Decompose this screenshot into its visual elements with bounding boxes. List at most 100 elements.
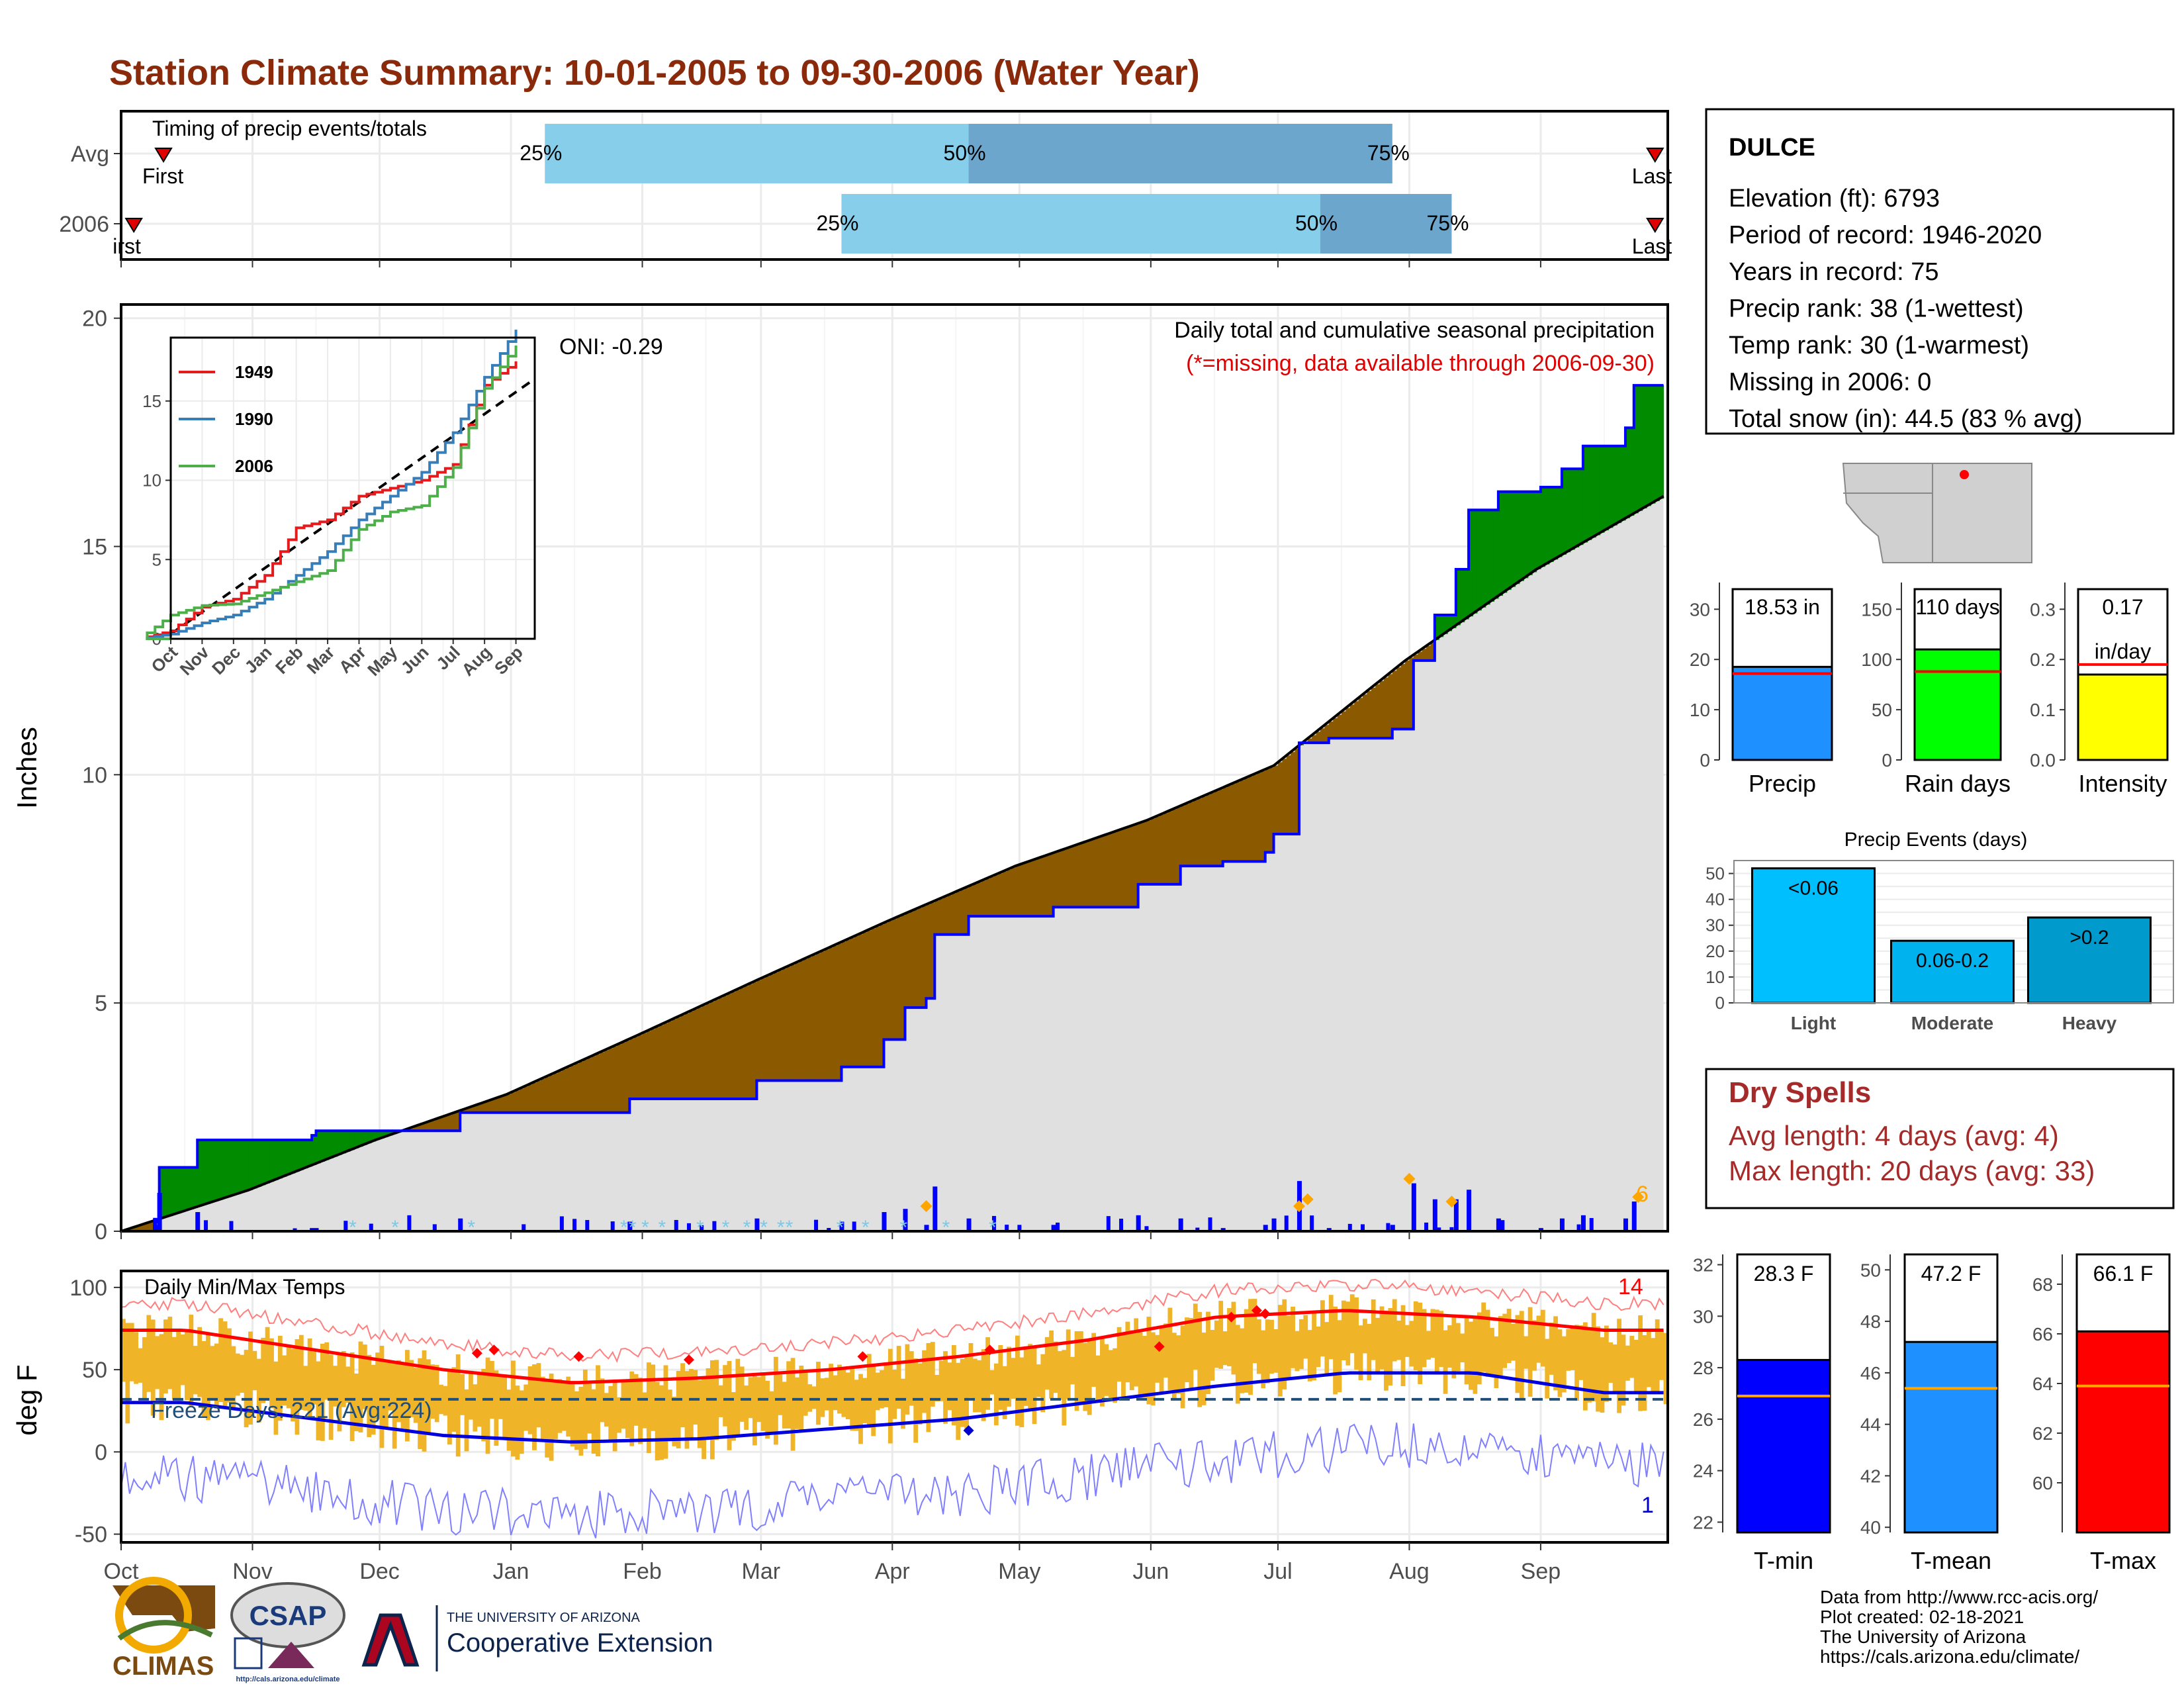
daily-temp-bar	[633, 1374, 639, 1426]
diff-fill	[1189, 802, 1194, 867]
daily-temp-bar	[638, 1378, 643, 1444]
heavy-day-marker	[1293, 1200, 1305, 1213]
precip-annotation: Daily total and cumulative seasonal prec…	[1174, 318, 1655, 343]
diff-fill	[1066, 848, 1071, 908]
record-high-marker	[1226, 1311, 1237, 1323]
daily-temp-bar	[1307, 1330, 1312, 1382]
diff-fill	[744, 986, 749, 1099]
temperature-panel: 100 50 0 -50 Daily Min/Max Temps Freeze Days:…	[11, 1270, 1669, 1584]
diff-fill	[676, 1017, 681, 1099]
diff-fill	[1367, 690, 1372, 739]
diff-fill	[659, 1025, 664, 1099]
daily-temp-bar	[1396, 1320, 1402, 1360]
diff-fill	[439, 1117, 444, 1131]
bar_intensity-value: 0.17	[2102, 595, 2143, 619]
daily-temp-bar	[570, 1383, 575, 1447]
diff-fill	[1519, 491, 1524, 581]
timing-p75-label: 75%	[1367, 141, 1410, 165]
daily-temp-bar	[1469, 1321, 1473, 1390]
snow-marker: *	[862, 1217, 870, 1239]
daily-precip-bar	[1424, 1222, 1429, 1231]
diff-fill	[333, 1131, 338, 1157]
daily-precip-bar	[686, 1223, 691, 1231]
diff-fill	[1375, 684, 1381, 739]
daily-temp-bar	[1540, 1309, 1545, 1367]
timing-p75-label: 75%	[1426, 211, 1469, 235]
daily-temp-bar	[1358, 1325, 1363, 1380]
first-marker	[154, 148, 173, 163]
daily-precip-bar	[1361, 1224, 1365, 1231]
heavy-count-label: 6	[1636, 1182, 1649, 1207]
diff-fill	[1125, 827, 1130, 908]
daily-precip-bar	[1284, 1215, 1289, 1231]
diff-fill	[277, 1140, 283, 1179]
snow-marker: *	[836, 1217, 844, 1239]
diff-fill	[146, 1223, 152, 1231]
diff-fill	[1138, 823, 1143, 884]
diff-fill	[1222, 787, 1228, 862]
daily-temp-bar	[1218, 1301, 1224, 1369]
diff-fill	[1091, 839, 1097, 908]
diff-fill	[413, 1127, 418, 1131]
station-info-line: Total snow (in): 44.5 (83 % avg)	[1729, 405, 2082, 433]
diff-fill	[993, 875, 999, 917]
record-high-marker	[1259, 1308, 1271, 1319]
daily-temp-bar	[1273, 1329, 1279, 1373]
diff-fill	[1163, 813, 1169, 884]
daily-temp-bar	[1532, 1320, 1537, 1371]
diff-fill	[1363, 694, 1368, 739]
diff-fill	[765, 976, 770, 1081]
daily-temp-bar	[146, 1315, 152, 1392]
snow-marker: *	[760, 1217, 768, 1239]
daily-temp-bar	[371, 1364, 376, 1435]
daily-temp-bar	[985, 1337, 990, 1410]
diff-fill	[1371, 687, 1376, 739]
page-title: Station Climate Summary: 10-01-2005 to 0…	[109, 53, 1200, 93]
diff-fill	[341, 1131, 346, 1154]
record-high-marker	[1251, 1305, 1262, 1316]
daily-precip-bar	[1195, 1227, 1200, 1231]
bar_raindays-bar	[1913, 648, 2002, 761]
daily-temp-bar	[1600, 1337, 1605, 1413]
daily-temp-bar	[163, 1319, 168, 1394]
daily-temp-bar	[1426, 1331, 1431, 1360]
daily-precip-bar	[229, 1221, 234, 1231]
daily-temp-bar	[189, 1315, 194, 1407]
timing-p50-label: 50%	[1295, 211, 1338, 235]
inset-border	[169, 336, 536, 640]
diff-fill	[171, 1167, 177, 1215]
diff-fill	[922, 906, 927, 1008]
daily-temp-bar	[820, 1378, 825, 1417]
month-label: Jul	[1263, 1559, 1292, 1584]
daily-temp-bar	[396, 1360, 401, 1423]
daily-temp-bar	[938, 1360, 944, 1401]
diff-fill	[930, 902, 935, 999]
daily-precip-bar	[903, 1209, 908, 1231]
diff-fill	[358, 1131, 363, 1147]
diff-fill	[1596, 445, 1601, 536]
daily-temp-bar	[1108, 1350, 1113, 1399]
diff-fill	[1561, 469, 1567, 555]
daily-temp-bar	[617, 1397, 621, 1433]
events-y-tick: 40	[1706, 890, 1725, 910]
daily-temp-bar	[786, 1361, 792, 1429]
bar_raindays-y-tick: 150	[1861, 599, 1892, 620]
daily-precip-bar	[1208, 1217, 1212, 1231]
diff-fill	[1155, 816, 1160, 884]
events-border	[1733, 860, 2174, 1004]
daily-temp-bar	[150, 1319, 156, 1416]
diff-fill	[1545, 487, 1550, 565]
first-label: First	[142, 164, 183, 188]
diff-fill	[841, 941, 846, 1067]
daily-temp-bar	[1206, 1311, 1210, 1395]
daily-temp-bar	[1007, 1346, 1011, 1407]
daily-precip-bar	[1449, 1227, 1454, 1231]
diff-fill	[1328, 722, 1334, 739]
daily-precip-bar	[1580, 1215, 1586, 1231]
daily-temp-bar	[1023, 1348, 1028, 1406]
diff-fill	[854, 936, 859, 1067]
daily-temp-bar	[1222, 1331, 1228, 1366]
daily-temp-bar	[1617, 1319, 1621, 1413]
diff-fill	[1582, 445, 1588, 543]
diff-fill	[1527, 491, 1533, 575]
